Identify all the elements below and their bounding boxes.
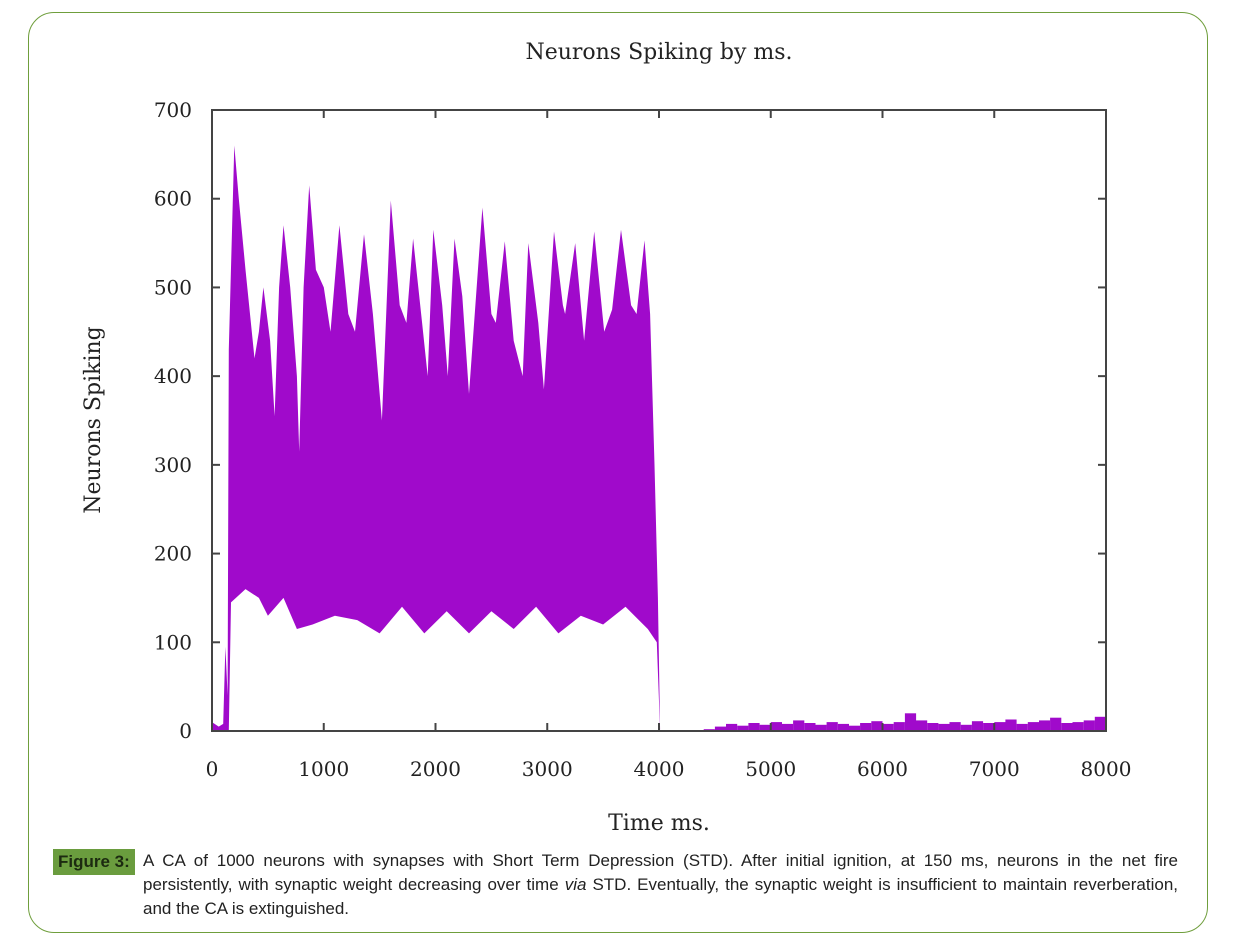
y-axis-label: Neurons Spiking [81,326,106,513]
tail-activity-bar [1027,722,1039,731]
tail-activity-bar [960,724,972,731]
tail-activity-bar [949,722,961,731]
chart-title: Neurons Spiking by ms. [525,40,792,65]
y-tick-label: 100 [154,630,192,654]
tail-activity-bar [849,725,861,731]
tail-activity-bar [1061,723,1073,731]
tail-activity-bar [1005,719,1017,731]
tail-activity-bar [1016,723,1028,731]
tail-activity-bar [837,723,849,731]
tail-activity-bar [1072,722,1084,731]
chart: Neurons Spiking by ms. Neurons Spiking T… [81,40,1132,836]
x-axis-label: Time ms. [608,811,710,836]
tail-activity-bar [726,723,738,731]
y-tick-label: 600 [154,187,192,211]
tail-activity-bar [759,724,771,731]
tail-activity-bar [1050,717,1062,731]
tail-activity-bar [916,720,928,731]
tail-activity-bar [1094,716,1106,731]
tail-activity-bar [714,726,727,731]
x-tick-label: 2000 [410,757,461,781]
tail-activity-bar [793,720,805,731]
y-tick-label: 400 [154,364,192,388]
tail-activity-bar [882,723,894,731]
x-tick-label: 3000 [522,757,573,781]
tail-activity-bar [1083,720,1095,731]
tail-activity-bar [904,713,917,731]
y-tick-label: 0 [179,719,192,743]
tail-activity-bar [927,723,939,731]
y-tick-label: 200 [154,542,192,566]
y-tick-label: 500 [154,275,192,299]
tail-activity-bar [804,723,816,731]
x-tick-label: 6000 [857,757,908,781]
caption-italic: via [564,875,587,894]
tail-activity-bar [1039,720,1051,731]
y-tick-label: 700 [154,98,192,122]
tail-activity-bar [860,723,872,731]
y-tick-label: 300 [154,453,192,477]
tail-activity-bar [893,722,905,731]
x-tick-label: 1000 [298,757,349,781]
x-tick-label: 8000 [1081,757,1132,781]
caption-text-2: STD. Eventually, the synaptic weight is … [143,875,1178,918]
tail-activity-bar [871,721,883,731]
tail-activity-bar [737,725,749,731]
caption-text-1: A CA of 1000 neurons with synapses with … [143,851,1178,894]
spike-activity-area [212,145,661,731]
tail-activity-bar [826,722,838,731]
x-tick-label: 7000 [969,757,1020,781]
tail-activity-bar [971,721,984,731]
figure-label: Figure 3: [53,849,135,875]
tail-activity-bar [994,722,1006,731]
tail-activity-bar [983,723,995,731]
tail-activity-bar [770,722,782,731]
figure-frame [28,12,1208,933]
x-tick-label: 0 [206,757,219,781]
x-tick-label: 5000 [745,757,796,781]
tail-activity-bar [748,723,760,731]
figure-caption: Figure 3: A CA of 1000 neurons with syna… [53,849,1178,921]
tail-activity-bar [815,724,827,731]
tail-activity-bar [781,723,794,731]
x-tick-label: 4000 [634,757,685,781]
tail-activity-bar [938,723,950,731]
